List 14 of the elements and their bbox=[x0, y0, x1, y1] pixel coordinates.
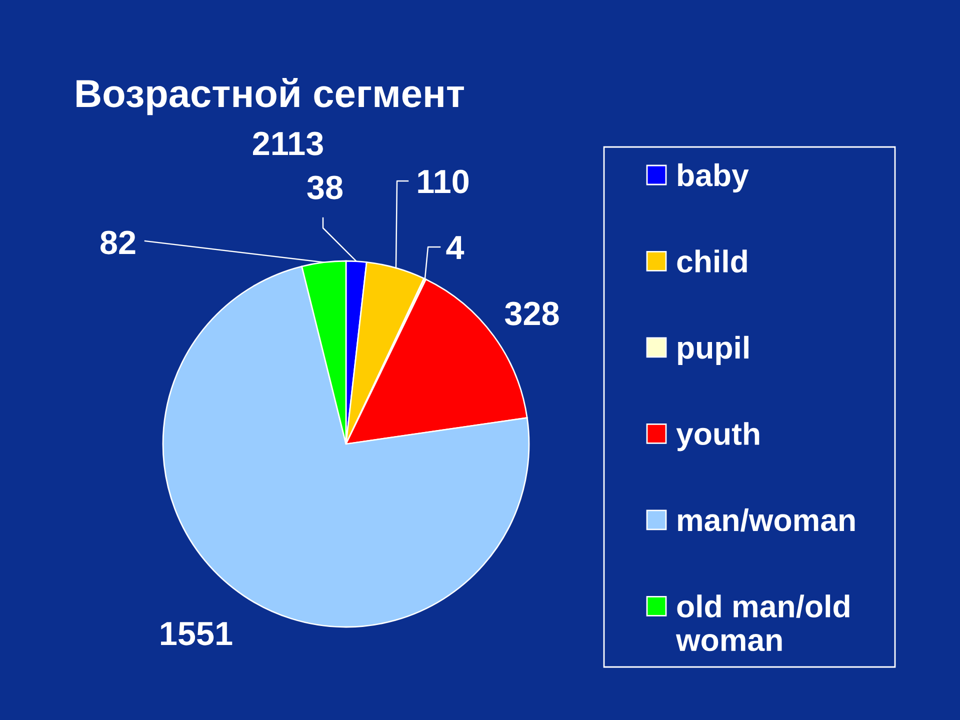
chart-title: Возрастной сегмент bbox=[76, 78, 464, 116]
text: 2113 bbox=[253, 132, 323, 156]
legend-label: old man/old woman bbox=[676, 594, 850, 652]
data-label: 328 bbox=[504, 302, 559, 326]
data-label: 38 bbox=[307, 176, 343, 200]
legend-label: pupil bbox=[678, 336, 748, 365]
data-label: 82 bbox=[100, 230, 136, 254]
data-label: 1551 bbox=[161, 622, 232, 646]
data-label: 4 bbox=[446, 236, 464, 259]
legend-label: man/woman bbox=[678, 508, 855, 532]
legend-label: baby bbox=[678, 163, 749, 193]
data-label: 110 bbox=[418, 170, 469, 194]
legend-label: child bbox=[677, 250, 747, 273]
legend-label: youth bbox=[676, 422, 760, 452]
